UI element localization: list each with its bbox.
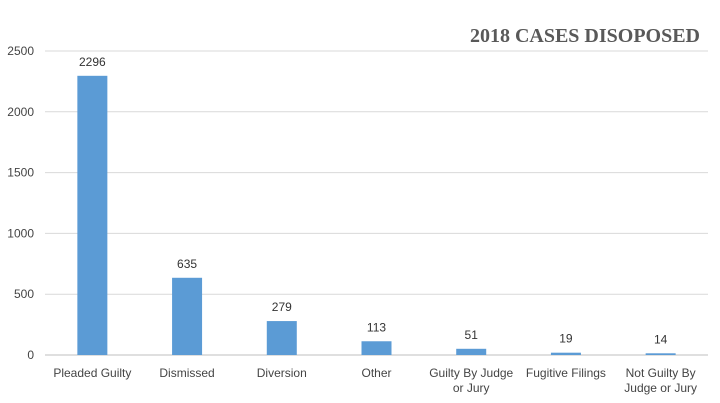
- x-tick-label: Pleaded Guilty: [53, 366, 131, 380]
- chart-title: 2018 CASES DISOPOSED: [470, 25, 700, 47]
- bar: [172, 277, 203, 355]
- bars: [77, 75, 676, 355]
- x-tick-label: Diversion: [257, 366, 307, 380]
- data-label: 19: [559, 332, 573, 346]
- data-label: 51: [465, 328, 479, 342]
- data-labels: 2296 635 279 113 51 19 14: [79, 55, 668, 346]
- y-tick-label: 2000: [7, 105, 34, 119]
- bar: [266, 321, 297, 355]
- bar: [77, 75, 108, 355]
- y-tick-label: 2500: [7, 44, 34, 58]
- bar: [456, 348, 487, 355]
- y-tick-label: 500: [14, 287, 34, 301]
- data-label: 279: [272, 300, 292, 314]
- x-axis-ticks: Pleaded Guilty Dismissed Diversion Other Gui…: [53, 366, 697, 395]
- y-tick-label: 0: [27, 348, 34, 362]
- x-tick-label: Dismissed: [159, 366, 214, 380]
- x-tick-label: Not Guilty By Judge or Jury: [624, 366, 697, 395]
- data-label: 14: [654, 332, 668, 346]
- y-tick-label: 1000: [7, 226, 34, 240]
- bar: [645, 353, 676, 355]
- x-tick-label: Other: [361, 366, 391, 380]
- x-tick-label: Guilty By Judge or Jury: [429, 366, 513, 395]
- data-label: 635: [177, 257, 197, 271]
- data-label: 113: [367, 320, 386, 334]
- x-tick-label: Fugitive Filings: [526, 366, 606, 380]
- data-label: 2296: [79, 55, 106, 69]
- bar: [550, 352, 581, 355]
- y-axis-ticks: 0 500 1000 1500 2000 2500: [7, 44, 34, 362]
- bar: [361, 341, 392, 355]
- gridlines: [45, 50, 708, 356]
- y-tick-label: 1500: [7, 166, 34, 180]
